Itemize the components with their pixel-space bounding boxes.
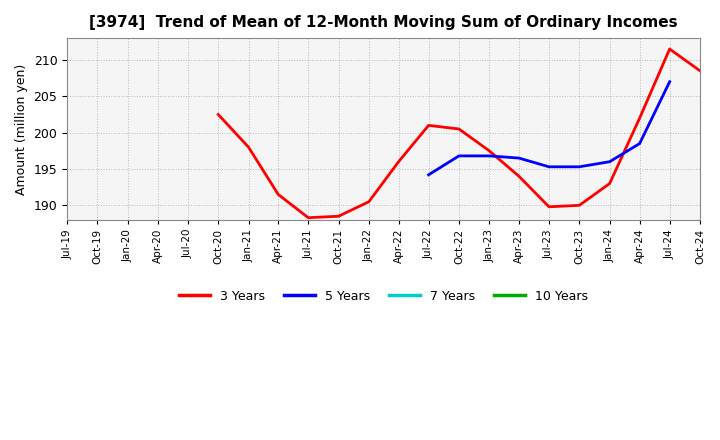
Legend: 3 Years, 5 Years, 7 Years, 10 Years: 3 Years, 5 Years, 7 Years, 10 Years <box>174 285 593 308</box>
Y-axis label: Amount (million yen): Amount (million yen) <box>15 63 28 194</box>
Title: [3974]  Trend of Mean of 12-Month Moving Sum of Ordinary Incomes: [3974] Trend of Mean of 12-Month Moving … <box>89 15 678 30</box>
